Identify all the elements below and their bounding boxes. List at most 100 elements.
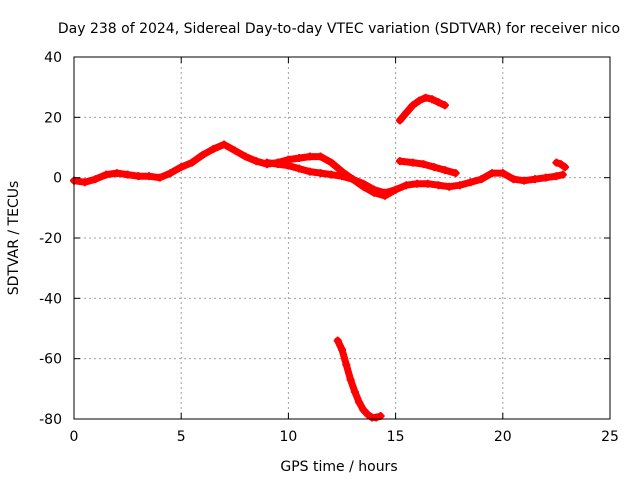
data-point <box>428 95 437 104</box>
plot-frame <box>73 56 611 420</box>
data-point <box>402 181 411 190</box>
data-point <box>342 360 351 369</box>
data-point <box>541 173 550 182</box>
data-point <box>359 405 368 414</box>
y-tick-label: 0 <box>53 171 62 187</box>
chart-title: Day 238 of 2024, Sidereal Day-to-day VTE… <box>58 21 620 37</box>
data-point <box>415 96 424 105</box>
x-tick-label: 10 <box>279 429 297 445</box>
data-point <box>419 160 428 169</box>
data-point <box>187 158 196 167</box>
data-point <box>408 101 417 110</box>
data-point <box>198 151 207 160</box>
data-layer <box>70 93 569 422</box>
data-point <box>395 157 404 166</box>
data-point <box>305 152 314 161</box>
data-point <box>359 179 368 188</box>
data-point <box>230 146 239 155</box>
y-axis-label: SDTVAR / TECUs <box>6 181 22 296</box>
x-tick-label: 25 <box>601 429 619 445</box>
data-point <box>355 398 364 407</box>
data-point <box>220 140 229 149</box>
data-point <box>370 185 379 194</box>
data-point <box>102 170 111 179</box>
y-tick-label: -20 <box>39 231 62 247</box>
data-point <box>498 169 507 178</box>
series-upper-arc <box>395 93 449 125</box>
data-point <box>350 387 359 396</box>
grid <box>74 57 610 419</box>
y-tick-label: -80 <box>39 412 62 428</box>
series-lower-arc <box>333 336 385 422</box>
data-point <box>380 188 389 197</box>
data-point <box>316 152 325 161</box>
data-point <box>177 163 186 172</box>
data-point <box>421 93 430 102</box>
data-point <box>488 169 497 178</box>
data-point <box>284 161 293 170</box>
data-point <box>327 170 336 179</box>
data-point <box>520 176 529 185</box>
data-point <box>530 175 539 184</box>
y-tick-label: -40 <box>39 291 62 307</box>
x-tick-label: 20 <box>494 429 512 445</box>
data-point <box>338 172 346 181</box>
data-point <box>558 170 567 179</box>
data-point <box>166 169 175 178</box>
data-point <box>509 175 518 184</box>
data-point <box>466 178 475 187</box>
data-point <box>372 413 381 422</box>
y-tick-label: 40 <box>44 50 62 66</box>
data-point <box>395 116 404 125</box>
data-point <box>560 163 569 172</box>
data-point <box>552 172 561 181</box>
series-end-segment <box>552 158 569 172</box>
data-point <box>445 182 454 191</box>
data-point <box>363 410 372 419</box>
axes: 0 5 10 15 20 25 -80 -60 -40 -20 0 20 40 <box>39 50 619 445</box>
data-point <box>209 145 218 154</box>
data-point <box>273 160 282 169</box>
data-point <box>262 158 271 167</box>
data-point <box>451 169 460 178</box>
data-point <box>430 163 439 172</box>
data-point <box>338 345 346 354</box>
data-point <box>241 152 250 161</box>
data-point <box>80 178 89 187</box>
data-point <box>155 173 164 182</box>
y-tick-label: 20 <box>44 110 62 126</box>
data-point <box>305 167 314 176</box>
data-point <box>440 101 449 110</box>
data-point <box>556 160 565 169</box>
data-point <box>316 169 325 178</box>
data-point <box>434 181 443 190</box>
data-point <box>295 154 304 163</box>
data-point <box>552 158 561 167</box>
data-point <box>434 98 443 107</box>
data-point <box>295 164 304 173</box>
data-point <box>402 108 411 117</box>
data-point <box>477 175 486 184</box>
series-line <box>396 157 460 177</box>
data-point <box>391 185 400 194</box>
data-point <box>423 179 432 188</box>
series-descending-segment <box>395 157 460 178</box>
data-point <box>413 179 422 188</box>
x-tick-label: 15 <box>387 429 405 445</box>
data-point <box>91 175 100 184</box>
data-point <box>112 169 121 178</box>
x-axis-label: GPS time / hours <box>280 459 397 475</box>
series-secondary-track <box>262 158 400 197</box>
x-tick-label: 5 <box>177 429 186 445</box>
y-tick-label: -60 <box>39 352 62 368</box>
data-point <box>145 172 154 181</box>
data-point <box>440 166 449 175</box>
data-point <box>134 172 143 181</box>
data-point <box>123 170 132 179</box>
data-point <box>348 175 357 184</box>
data-point <box>408 158 417 167</box>
x-tick-label: 0 <box>70 429 79 445</box>
data-point <box>333 336 342 345</box>
data-point <box>346 375 355 384</box>
